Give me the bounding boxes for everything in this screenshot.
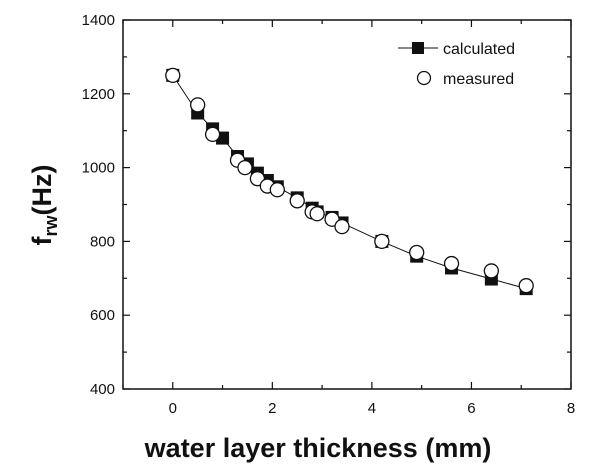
measured-point: [443, 255, 460, 272]
measured-point: [237, 159, 253, 176]
y-tick-label: 800: [90, 233, 115, 250]
x-tick-labels: 0 2 4 6 8: [169, 400, 576, 417]
x-tick-label: 4: [368, 400, 376, 417]
measured-point: [518, 278, 534, 294]
legend-calculated-label: calculated: [443, 41, 515, 58]
y-axis-title-sub: rw: [41, 214, 61, 236]
axis-ticks: [122, 19, 572, 390]
y-axis-title-main: f: [27, 236, 57, 246]
measured-points: [165, 67, 534, 294]
x-tick-label: 2: [268, 400, 276, 417]
y-tick-label: 400: [90, 381, 115, 398]
x-tick-label: 8: [567, 400, 575, 417]
y-axis-title: frw(Hz): [27, 165, 61, 246]
measured-point: [289, 193, 305, 209]
y-tick-labels: 400 600 800 1000 1200 1400: [82, 12, 115, 398]
x-tick-label: 0: [169, 400, 177, 417]
y-tick-label: 1200: [82, 86, 115, 103]
measured-point: [269, 182, 285, 198]
y-tick-label: 1000: [82, 160, 115, 177]
x-axis-title: water layer thickness (mm): [144, 433, 492, 463]
measured-point: [309, 206, 325, 222]
legend: calculated measured: [398, 41, 515, 88]
measured-point: [334, 218, 350, 235]
measured-point: [483, 263, 500, 279]
measured-point: [374, 233, 390, 250]
y-tick-label: 1400: [82, 12, 115, 29]
measured-point: [409, 244, 425, 261]
y-axis-title-unit: (Hz): [27, 165, 57, 216]
calculated-points: [166, 68, 533, 296]
measured-point: [190, 97, 206, 113]
measured-point: [204, 126, 221, 143]
legend-measured-marker: [416, 70, 432, 86]
calculated-series-line: [172, 75, 527, 290]
x-tick-label: 6: [467, 400, 475, 417]
measured-point: [165, 67, 181, 83]
legend-calculated-marker: [412, 42, 424, 54]
y-tick-label: 600: [90, 307, 115, 324]
legend-measured-label: measured: [443, 71, 514, 88]
